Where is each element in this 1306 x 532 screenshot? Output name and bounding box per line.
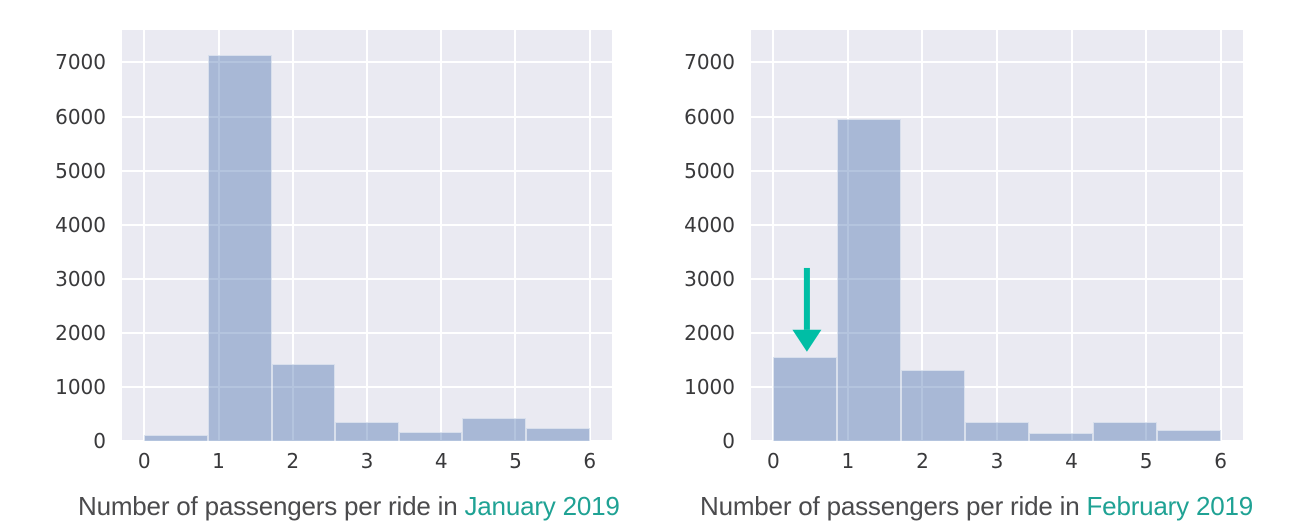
- x-tick-label: 2: [286, 449, 300, 473]
- x-tick-label: 4: [434, 449, 448, 473]
- histogram-bar: [837, 119, 902, 441]
- caption-february: Number of passengers per ride in Februar…: [700, 490, 1253, 522]
- histogram-bar: [773, 357, 838, 441]
- down-arrow-annotation: [792, 267, 822, 352]
- y-tick-label: 3000: [684, 266, 735, 291]
- caption-text: Number of passengers per ride in: [78, 491, 465, 521]
- y-tick-label: 6000: [684, 104, 735, 129]
- x-tick-label: 5: [509, 449, 522, 473]
- y-tick-label: 1000: [684, 374, 735, 399]
- x-tick-label: 3: [990, 449, 1004, 473]
- x-tick-label: 0: [766, 449, 780, 473]
- gridline: [291, 30, 294, 441]
- y-tick-label: 1000: [55, 374, 106, 399]
- histogram-bar: [144, 434, 208, 441]
- y-tick-label: 7000: [684, 50, 735, 75]
- y-tick-label: 3000: [55, 266, 106, 291]
- caption-highlight: January 2019: [464, 491, 620, 521]
- caption-january: Number of passengers per ride in January…: [78, 490, 620, 522]
- x-tick-label: 1: [212, 449, 225, 473]
- x-tick-label: 5: [1139, 449, 1153, 473]
- x-tick-label: 4: [1065, 449, 1078, 473]
- histogram-bar: [1028, 432, 1093, 441]
- caption-text: Number of passengers per ride in: [700, 491, 1087, 521]
- gridline: [921, 30, 924, 441]
- caption-highlight: February 2019: [1086, 491, 1254, 521]
- histogram-bar: [965, 421, 1029, 441]
- y-tick-label: 4000: [55, 212, 106, 237]
- gridline: [514, 30, 517, 441]
- gridline: [772, 30, 775, 441]
- histogram-bar: [901, 369, 965, 441]
- gridline: [1145, 30, 1148, 441]
- y-tick-label: 0: [93, 429, 106, 453]
- gridline: [366, 30, 368, 441]
- y-tick-label: 4000: [684, 212, 735, 237]
- x-tick-label: 0: [137, 449, 151, 473]
- gridline: [143, 30, 146, 441]
- histogram-bar: [335, 421, 399, 441]
- gridline: [846, 30, 849, 441]
- y-tick-label: 6000: [55, 104, 106, 129]
- gridline: [1070, 30, 1073, 441]
- gridline: [440, 30, 443, 441]
- histogram-bar: [1092, 421, 1157, 441]
- gridline: [588, 30, 591, 441]
- y-tick-label: 2000: [55, 320, 106, 345]
- x-tick-label: 2: [916, 449, 929, 473]
- histogram-bar: [462, 418, 527, 441]
- plot-area-february: [751, 30, 1243, 441]
- y-tick-label: 7000: [55, 50, 106, 75]
- y-tick-label: 2000: [684, 320, 735, 345]
- histogram-bar: [271, 363, 336, 441]
- y-tick-label: 5000: [684, 158, 735, 183]
- gridline: [996, 30, 998, 441]
- plot-area-january: [122, 30, 612, 441]
- x-tick-label: 6: [1214, 449, 1227, 473]
- histogram-bar: [207, 55, 272, 441]
- x-tick-label: 3: [360, 449, 374, 473]
- histogram-bar: [526, 428, 590, 441]
- histogram-bar: [1156, 429, 1221, 441]
- gridline: [1219, 30, 1222, 441]
- x-tick-label: 6: [583, 449, 597, 473]
- histogram-bar: [398, 431, 463, 441]
- y-tick-label: 5000: [55, 158, 106, 183]
- x-tick-label: 1: [841, 449, 855, 473]
- gridline: [217, 30, 220, 441]
- y-tick-label: 0: [722, 429, 735, 453]
